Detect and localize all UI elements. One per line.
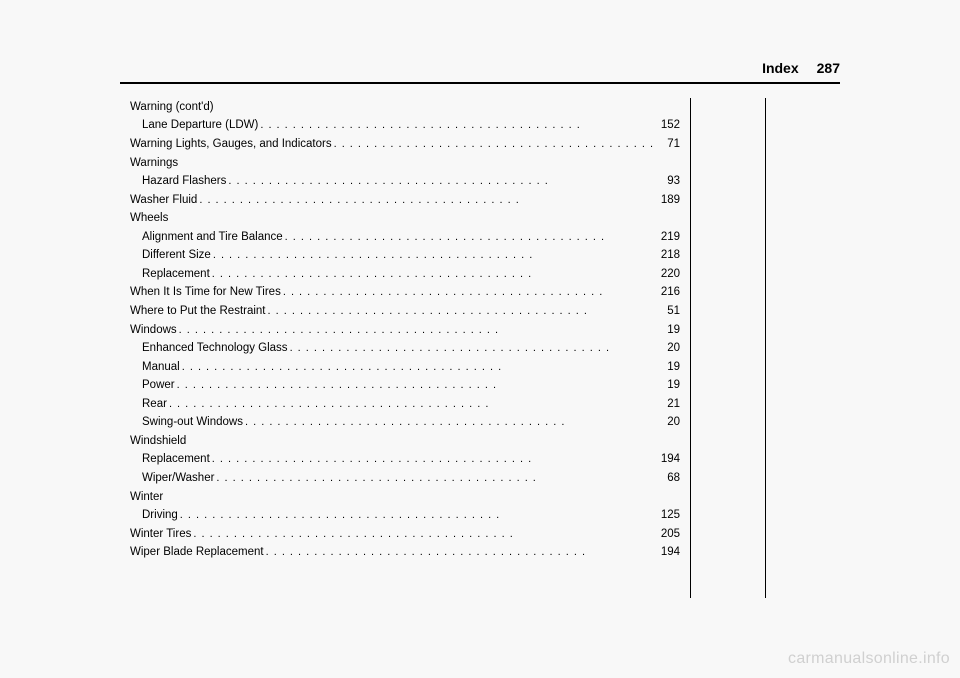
index-entry: Power 19 (130, 376, 680, 395)
index-entry: Winter Tires 205 (130, 525, 680, 544)
index-entry-label: Washer Fluid (130, 191, 197, 209)
index-entry-label: Rear (142, 395, 167, 413)
index-entry: Replacement 194 (130, 450, 680, 469)
index-entry: When It Is Time for New Tires 216 (130, 283, 680, 302)
index-entry-page: 20 (656, 339, 680, 357)
index-entry-leader (197, 192, 656, 210)
index-entry-label: Wiper Blade Replacement (130, 543, 264, 561)
index-entry-label: Lane Departure (LDW) (142, 116, 258, 134)
index-entry-page: 125 (656, 506, 680, 524)
index-entry-page: 218 (656, 246, 680, 264)
index-entry-label: Alignment and Tire Balance (142, 228, 283, 246)
index-entry: Washer Fluid 189 (130, 191, 680, 210)
index-entry-leader (258, 117, 656, 135)
index-entry-page: 19 (656, 358, 680, 376)
index-columns: Warning (cont'd)Lane Departure (LDW)152W… (120, 98, 840, 598)
index-entry: Wiper Blade Replacement 194 (130, 543, 680, 562)
index-entry: Replacement 220 (130, 265, 680, 284)
index-entry-leader (211, 247, 656, 265)
index-entry-label: Manual (142, 358, 180, 376)
index-entry: Windshield (130, 432, 680, 450)
index-entry-page: 19 (656, 321, 680, 339)
index-entry-label: When It Is Time for New Tires (130, 283, 281, 301)
index-entry: Enhanced Technology Glass 20 (130, 339, 680, 358)
index-entry-page: 20 (656, 413, 680, 431)
index-entry: Lane Departure (LDW) 152 (130, 116, 680, 135)
index-entry-leader (332, 136, 656, 154)
index-entry: Warning (cont'd) (130, 98, 680, 116)
page-container: Index 287 Warning (cont'd)Lane Departure… (120, 60, 840, 620)
index-entry-label: Replacement (142, 265, 210, 283)
index-entry-label: Different Size (142, 246, 211, 264)
watermark-text: carmanualsonline.info (788, 650, 950, 668)
index-entry: Driving 125 (130, 506, 680, 525)
index-column-2 (690, 98, 766, 598)
index-entry-page: 220 (656, 265, 680, 283)
index-entry: Alignment and Tire Balance 219 (130, 228, 680, 247)
index-entry-label: Driving (142, 506, 178, 524)
index-entry-label: Hazard Flashers (142, 172, 226, 190)
index-entry-label: Warnings (130, 154, 178, 172)
index-entry-label: Replacement (142, 450, 210, 468)
header-page-number: 287 (817, 60, 840, 76)
index-entry: Hazard Flashers 93 (130, 172, 680, 191)
index-entry-page: 21 (656, 395, 680, 413)
index-entry-label: Swing-out Windows (142, 413, 243, 431)
index-entry-page: 194 (656, 450, 680, 468)
index-entry-leader (191, 526, 656, 544)
index-entry-leader (167, 396, 656, 414)
index-entry-page: 219 (656, 228, 680, 246)
index-entry-label: Where to Put the Restraint (130, 302, 266, 320)
index-entry-label: Winter Tires (130, 525, 191, 543)
index-entry-leader (175, 377, 656, 395)
index-entry-label: Winter (130, 488, 163, 506)
index-entry: Winter (130, 488, 680, 506)
index-entry: Wheels (130, 209, 680, 227)
index-entry-page: 189 (656, 191, 680, 209)
index-column-1: Warning (cont'd)Lane Departure (LDW)152W… (120, 98, 690, 598)
index-entry-page: 194 (656, 543, 680, 561)
index-entry-leader (178, 507, 656, 525)
index-entry-leader (214, 470, 656, 488)
index-entry-leader (283, 229, 656, 247)
index-entry: Where to Put the Restraint 51 (130, 302, 680, 321)
index-entry-leader (288, 340, 656, 358)
index-entry-page: 68 (656, 469, 680, 487)
index-entry-page: 93 (656, 172, 680, 190)
index-entry: Warning Lights, Gauges, and Indicators 71 (130, 135, 680, 154)
index-entry-leader (226, 173, 656, 191)
index-entry-leader (180, 359, 656, 377)
index-entry-page: 216 (656, 283, 680, 301)
index-entry: Manual 19 (130, 358, 680, 377)
index-entry: Swing-out Windows 20 (130, 413, 680, 432)
index-entry-label: Power (142, 376, 175, 394)
index-entry-label: Windshield (130, 432, 186, 450)
index-entry-label: Wheels (130, 209, 168, 227)
header-section-title: Index (762, 60, 799, 76)
index-entry: Rear 21 (130, 395, 680, 414)
index-entry-leader (266, 303, 657, 321)
index-entry-leader (281, 284, 656, 302)
index-entry-label: Windows (130, 321, 177, 339)
index-entry-leader (264, 544, 656, 562)
index-entry-page: 51 (656, 302, 680, 320)
index-entry-page: 71 (656, 135, 680, 153)
page-header: Index 287 (120, 60, 840, 84)
index-entry-leader (177, 322, 656, 340)
index-entry: Windows 19 (130, 321, 680, 340)
index-entry-leader (210, 451, 656, 469)
index-entry-leader (243, 414, 656, 432)
index-entry-label: Warning (cont'd) (130, 98, 214, 116)
index-entry: Warnings (130, 154, 680, 172)
index-entry-label: Wiper/Washer (142, 469, 214, 487)
index-column-3 (766, 98, 840, 598)
index-entry: Wiper/Washer 68 (130, 469, 680, 488)
index-entry-page: 19 (656, 376, 680, 394)
index-entry-label: Warning Lights, Gauges, and Indicators (130, 135, 332, 153)
index-entry-page: 152 (656, 116, 680, 134)
index-entry-label: Enhanced Technology Glass (142, 339, 288, 357)
index-entry-page: 205 (656, 525, 680, 543)
index-entry: Different Size 218 (130, 246, 680, 265)
index-entry-leader (210, 266, 656, 284)
